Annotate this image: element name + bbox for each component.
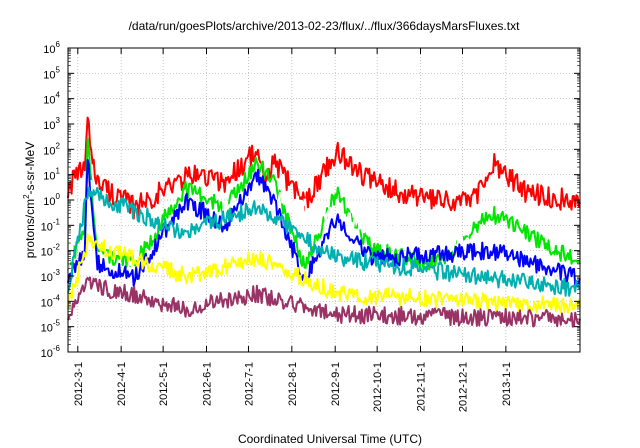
y-tick-label: 103 [43, 116, 60, 132]
x-tick-label: 2012-3-1 [73, 362, 85, 406]
x-tick-label: 2013-1-1 [501, 362, 513, 406]
y-tick-label: 102 [43, 141, 60, 157]
x-axis-label: Coordinated Universal Time (UTC) [238, 432, 422, 446]
series-1-line [67, 137, 581, 274]
x-tick-label: 2012-7-1 [243, 362, 255, 406]
y-tick-label: 104 [43, 91, 60, 107]
y-tick-label: 105 [43, 65, 60, 81]
y-tick-label: 10-6 [41, 344, 61, 360]
y-axis-label-sup: 2 [22, 194, 31, 199]
y-tick-label: 10-4 [41, 293, 61, 309]
y-tick-label: 101 [43, 167, 60, 183]
series-3-line [67, 159, 581, 288]
series-4-line [67, 186, 581, 297]
data-series [67, 116, 581, 328]
x-tick-label: 2012-9-1 [330, 362, 342, 406]
y-tick-label: 10-2 [41, 243, 61, 259]
axes: 10-6 10-5 10-4 10-3 10-2 10-1 100 101 102 103 104 1… [41, 40, 580, 412]
y-tick-label: 10-1 [41, 217, 61, 233]
y-tick-label: 10-5 [41, 319, 61, 335]
x-tick-label: 2012-8-1 [287, 362, 299, 406]
x-tick-label: 2012-12-1 [457, 362, 469, 412]
x-tick-label: 2012-11-1 [416, 362, 428, 411]
series-6-line [67, 276, 581, 328]
series-5-line [67, 233, 581, 314]
x-tick-label: 2012-5-1 [158, 362, 170, 406]
y-tick-label: 100 [43, 192, 60, 208]
x-tick-label: 2012-6-1 [201, 362, 213, 406]
chart-title: /data/run/goesPlots/archive/2013-02-23/f… [129, 19, 521, 33]
y-axis-label-post: -s-sr-MeV [23, 142, 37, 195]
y-axis-label-pre: protons/cm [23, 199, 37, 258]
x-tick-label: 2012-10-1 [372, 362, 384, 412]
y-axis-label: protons/cm2-s-sr-MeV [22, 142, 37, 258]
y-tick-label: 10-3 [41, 268, 61, 284]
series-0-line [67, 116, 581, 220]
y-tick-label: 106 [43, 40, 60, 56]
x-tick-label: 2012-4-1 [116, 362, 128, 406]
